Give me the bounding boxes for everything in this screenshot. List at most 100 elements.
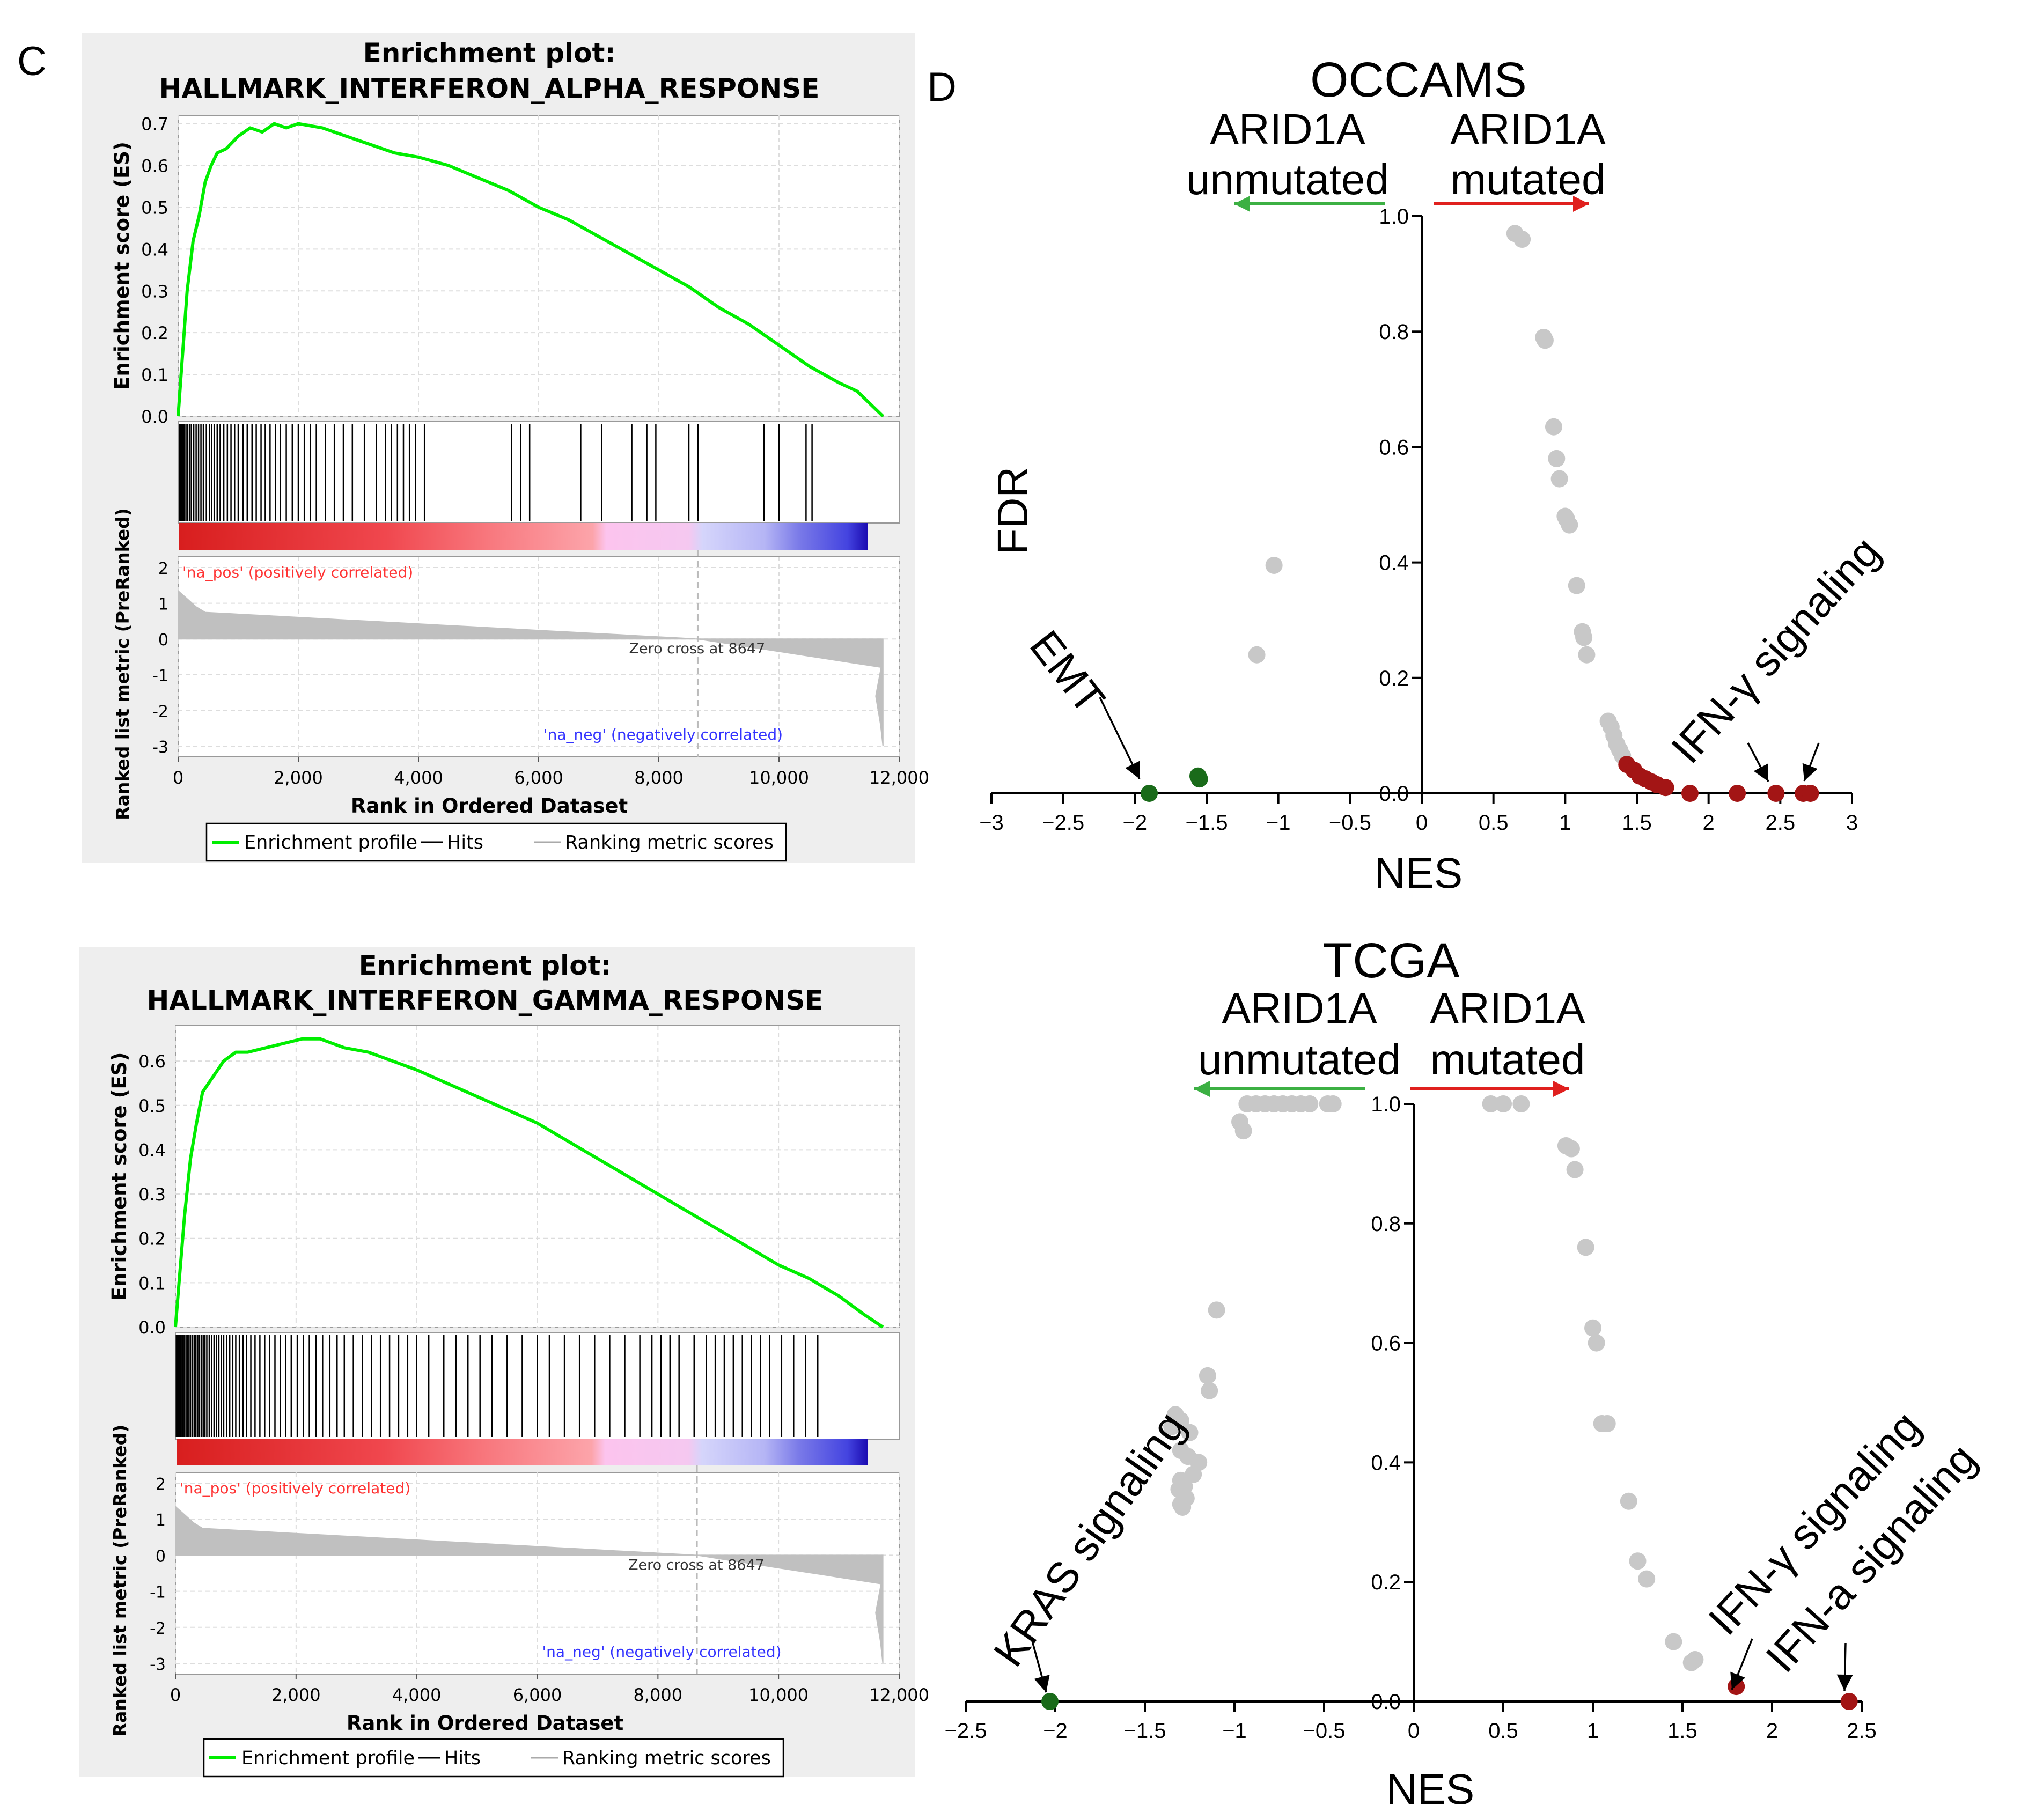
metric-y-tick-label: 1 [156,1511,166,1530]
ranking-metric-area [178,590,884,747]
data-point [1629,1552,1647,1570]
right-group-label-line2: mutated [1450,156,1605,203]
legend-box [205,822,787,862]
es-y-tick-label: 0.6 [141,156,168,176]
ranked-heat-bar [177,1439,868,1465]
data-point [1163,1418,1181,1435]
metric-y-tick-label: 1 [158,595,168,614]
data-point [1190,770,1208,788]
x-tick-label: 0 [170,1685,181,1705]
x-tick-label: 2.5 [1847,1719,1877,1743]
annotation-arrow-head [1125,761,1140,779]
x-axis-label: NES [1386,1765,1475,1813]
metric-y-tick-label: -2 [150,1619,166,1638]
x-tick-label: −1 [1222,1719,1247,1743]
data-point [1562,1140,1580,1158]
x-tick-label: −0.5 [1303,1719,1346,1743]
data-point [1577,1239,1594,1256]
x-tick-label: 8,000 [634,768,684,788]
x-tick-label: 6,000 [513,1685,562,1705]
right-group-label-line2: mutated [1430,1036,1585,1084]
data-point [1767,785,1785,802]
data-point [1550,470,1568,488]
annotation-arrow-head [1836,1674,1853,1691]
y-tick-label: 1.0 [1371,1093,1401,1116]
es-y-tick-label: 0.2 [138,1229,166,1249]
chart-title: OCCAMS [1310,53,1527,107]
chart-title-line1: Enrichment plot: [363,38,616,69]
legend-hits-label: Hits [444,1748,481,1769]
metric-y-tick-label: 0 [158,631,168,650]
data-point [1588,1334,1605,1352]
es-y-tick-label: 0.1 [141,365,168,385]
x-tick-label: −2.5 [945,1719,987,1743]
x-tick-label: −2 [1043,1719,1068,1743]
y-tick-label: 1.0 [1379,205,1409,229]
x-tick-label: 2,000 [271,1685,321,1705]
ranked-heat-bar [179,523,868,550]
x-tick-label: −1.5 [1186,811,1228,835]
left-group-label-line1: ARID1A [1222,984,1378,1032]
x-tick-label: −0.5 [1329,811,1371,835]
x-tick-label: −2.5 [1042,811,1084,835]
y-tick-label: 0.6 [1379,436,1409,459]
data-point [1512,1095,1530,1112]
legend-metric-label: Ranking metric scores [562,1748,771,1769]
data-point [1584,1319,1601,1337]
data-point [1561,516,1578,534]
positive-correlation-label: 'na_pos' (positively correlated) [180,1479,410,1497]
y-tick-label: 0.6 [1371,1332,1401,1355]
x-tick-label: 10,000 [748,1685,809,1705]
y-tick-label: 0.0 [1371,1690,1401,1714]
metric-y-axis-label: Ranked list metric (PreRanked) [109,1425,130,1737]
data-point [1141,785,1158,802]
gsea-panel-gsea_gamma: Enrichment plot: HALLMARK_INTERFERON_GAMM… [79,947,929,1778]
x-tick-label: 6,000 [514,768,563,788]
x-tick-label: 1.5 [1622,811,1652,835]
data-point [1548,450,1566,467]
left-direction-arrow-head [1234,196,1250,212]
es-y-tick-label: 0.4 [138,1140,166,1160]
x-tick-label: 3 [1846,811,1858,835]
chart-title-line1: Enrichment plot: [359,950,612,981]
y-tick-label: 0.0 [1379,782,1409,806]
data-point [1041,1693,1059,1710]
legend-box [203,1738,784,1778]
data-point [1181,1424,1199,1441]
legend-metric-label: Ranking metric scores [565,832,774,853]
metric-y-tick-label: 0 [156,1547,166,1566]
y-tick-label: 0.8 [1371,1212,1401,1236]
left-group-label-line2: unmutated [1186,156,1389,203]
x-tick-label: −1.5 [1124,1719,1166,1743]
data-point [1536,331,1554,349]
data-point [1231,1113,1249,1131]
data-point [1665,1633,1682,1650]
es-y-tick-label: 0.6 [138,1051,166,1072]
annotation-label: EMT [1021,622,1114,723]
data-point [1513,231,1531,248]
annotation-arrow-head [1730,1671,1746,1690]
x-tick-label: 1 [1559,811,1571,835]
data-point [1566,1161,1584,1178]
negative-correlation-label: 'na_neg' (negatively correlated) [543,726,783,743]
y-tick-label: 0.2 [1379,667,1409,690]
es-y-tick-label: 0.2 [141,323,168,343]
negative-correlation-label: 'na_neg' (negatively correlated) [542,1643,781,1661]
data-point [1301,1095,1319,1112]
y-tick-label: 0.8 [1379,320,1409,344]
es-curve-line [174,1037,884,1329]
x-tick-label: 2.5 [1766,811,1796,835]
positive-correlation-label: 'na_pos' (positively correlated) [182,564,413,581]
left-group-label-line2: unmutated [1198,1036,1401,1084]
x-tick-label: 2 [1703,811,1715,835]
right-direction-arrow-head [1553,1081,1569,1097]
chart-title: TCGA [1322,933,1460,988]
y-tick-label: 0.4 [1379,551,1409,575]
x-tick-label: 12,000 [869,1685,929,1705]
x-tick-label: −2 [1123,811,1148,835]
es-y-tick-label: 0.3 [141,281,168,301]
panel-label-d: D [927,64,957,110]
